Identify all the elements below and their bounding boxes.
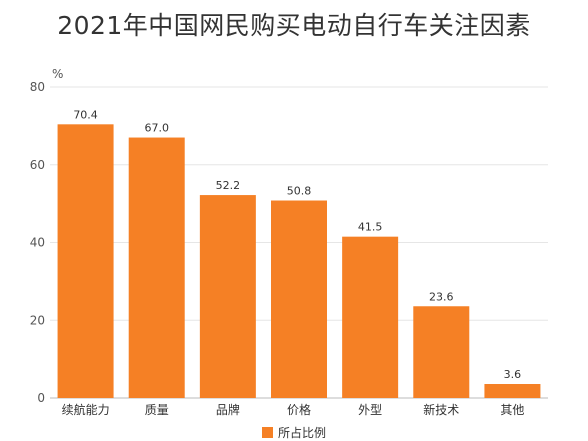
- y-tick-label: 80: [30, 80, 45, 94]
- x-tick-label: 品牌: [216, 403, 240, 417]
- data-label: 3.6: [504, 368, 522, 381]
- data-label: 23.6: [429, 290, 454, 303]
- data-label: 52.2: [216, 179, 241, 192]
- x-tick-label: 价格: [287, 402, 311, 417]
- bar: [57, 124, 114, 398]
- bar: [128, 137, 185, 398]
- bar: [413, 306, 470, 398]
- y-tick-label: 20: [30, 313, 45, 327]
- x-tick-label: 其他: [500, 403, 524, 417]
- x-tick-label: 外型: [358, 403, 382, 417]
- legend-swatch: [261, 427, 273, 438]
- x-tick-label: 新技术: [423, 402, 459, 417]
- data-label: 41.5: [358, 221, 383, 234]
- y-tick-label: 0: [37, 391, 45, 405]
- legend: 所占比例: [0, 424, 588, 441]
- x-tick-label: 质量: [145, 403, 169, 417]
- data-label: 70.4: [73, 108, 98, 121]
- bar: [199, 195, 256, 398]
- y-tick-label: 60: [30, 158, 45, 172]
- bar: [271, 200, 327, 398]
- chart-title: 2021年中国网民购买电动自行车关注因素: [57, 11, 531, 40]
- bar: [484, 384, 541, 398]
- y-unit-label: %: [52, 67, 63, 81]
- legend-label: 所占比例: [277, 426, 326, 440]
- bar: [342, 236, 399, 398]
- data-label: 50.8: [287, 185, 312, 198]
- data-label: 67.0: [144, 122, 169, 135]
- y-tick-label: 40: [30, 236, 45, 250]
- x-tick-label: 续航能力: [62, 402, 110, 417]
